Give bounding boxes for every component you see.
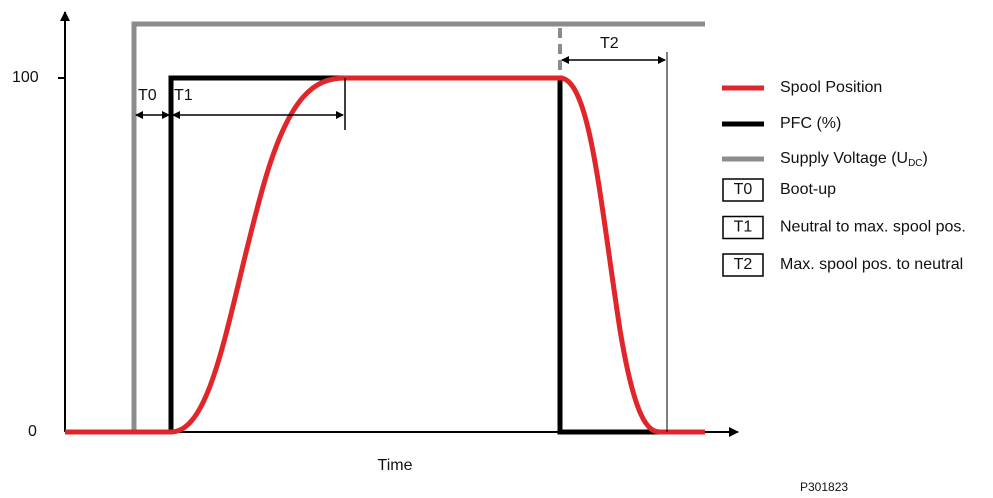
- legend-box: [722, 215, 764, 240]
- legend-label: PFC (%): [780, 115, 841, 132]
- pfc-line: [168, 75, 700, 435]
- y-label: 100: [12, 69, 39, 86]
- y-label: 0: [28, 423, 37, 440]
- legend-label: Boot-up: [780, 181, 836, 198]
- legend-label: Max. spool pos. to neutral: [780, 256, 963, 273]
- legend-sub: DC: [908, 158, 922, 169]
- legend-text: Supply Voltage (U: [780, 150, 908, 167]
- legend-label: Neutral to max. spool pos.: [780, 219, 966, 236]
- spool-line: [65, 75, 705, 435]
- t0-label: T0: [138, 87, 157, 104]
- legend-box: [722, 253, 764, 277]
- legend-label: Spool Position: [780, 79, 882, 96]
- legend-text: ): [923, 150, 928, 167]
- legend-key: T0: [734, 181, 753, 198]
- figure-id: P301823: [800, 480, 848, 494]
- t1-label: T1: [174, 87, 193, 104]
- x-label: Time: [378, 457, 413, 474]
- legend-box: [722, 178, 764, 202]
- legend-key: T1: [734, 219, 753, 236]
- supply-line: [131, 21, 705, 432]
- legend-label: Supply Voltage (UDC): [780, 150, 928, 168]
- t2-label: T2: [600, 35, 619, 52]
- interval-legend: T0 Boot-up T1 Neutral to max. spool pos. T2 M…: [722, 178, 966, 277]
- legend-key: T2: [734, 256, 753, 273]
